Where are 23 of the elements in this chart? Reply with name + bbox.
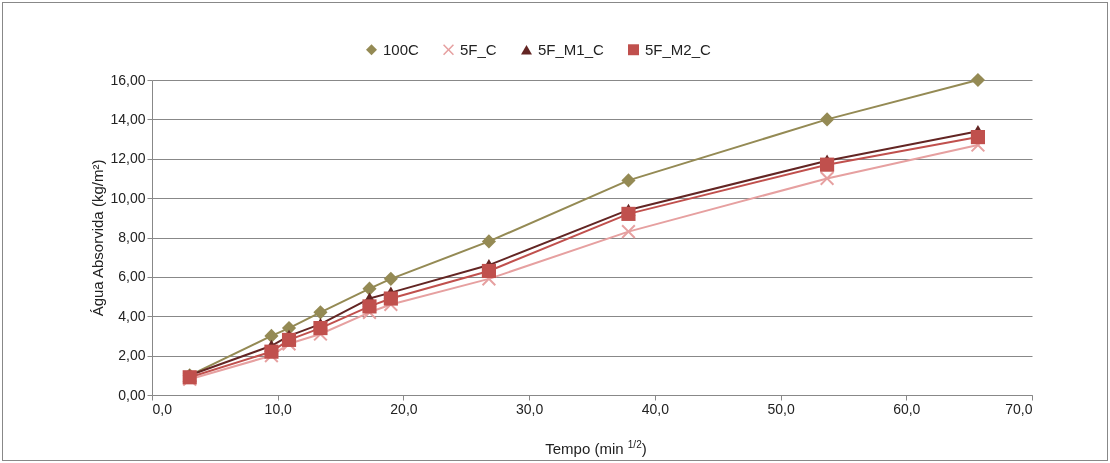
legend-label: 5F_M2_C bbox=[645, 40, 712, 58]
y-tick-label: 14,00 bbox=[110, 110, 146, 127]
y-tick-label: 10,00 bbox=[110, 189, 146, 206]
legend-label: 5F_M1_C bbox=[538, 40, 605, 58]
x-tick-label: 0,0 bbox=[152, 400, 173, 417]
x-axis-title: Tempo (min $^{1/2}$) bbox=[544, 439, 648, 457]
y-axis-title: Água Absorvida (kg/m²) bbox=[89, 159, 107, 317]
y-tick-label: 0,00 bbox=[118, 386, 146, 403]
y-tick-label: 8,00 bbox=[118, 229, 146, 245]
y-tick-label: 2,00 bbox=[118, 347, 146, 364]
x-tick-label: 40,0 bbox=[641, 400, 670, 417]
y-tick-label: 12,00 bbox=[110, 150, 146, 167]
legend-label: 5F_C bbox=[460, 40, 497, 58]
x-tick-label: 30,0 bbox=[516, 400, 544, 417]
x-tick-label: 10,0 bbox=[264, 400, 293, 417]
legend-label: 100C bbox=[383, 40, 420, 58]
x-tick-label: 50,0 bbox=[767, 400, 795, 417]
y-tick-label: 4,00 bbox=[118, 307, 146, 324]
x-tick-label: 20,0 bbox=[390, 400, 418, 417]
y-tick-label: 6,00 bbox=[118, 268, 146, 285]
x-tick-label: 70,0 bbox=[1005, 400, 1033, 417]
x-tick-label: 60,0 bbox=[893, 400, 921, 417]
y-tick-label: 16,00 bbox=[110, 71, 146, 88]
